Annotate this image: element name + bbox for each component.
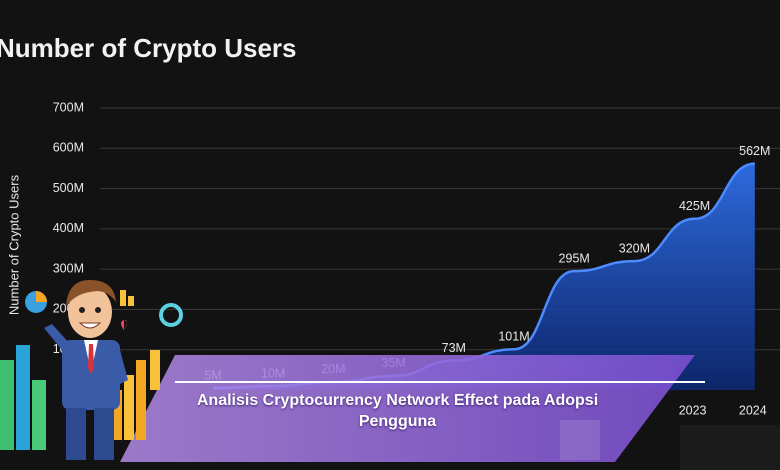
decor-bar (136, 360, 146, 440)
decor (680, 425, 780, 470)
chart-title: Number of Crypto Users (0, 33, 297, 63)
decor-bar (112, 390, 122, 440)
arm (110, 350, 128, 384)
y-tick-label: 300M (53, 261, 84, 275)
x-tick-label: 2023 (679, 403, 707, 417)
y-tick-label: 400M (53, 221, 84, 235)
tie (88, 344, 94, 374)
decor (560, 420, 600, 460)
data-label: 562M (739, 144, 770, 158)
hair (66, 280, 116, 306)
y-axis-label: Number of Crypto Users (6, 174, 21, 315)
data-label: 73M (442, 341, 466, 355)
banner (120, 355, 780, 470)
y-tick-label: 600M (53, 141, 84, 155)
character (0, 280, 183, 460)
y-tick-label: 700M (53, 100, 84, 114)
data-label: 295M (559, 251, 590, 265)
decor-bar (16, 345, 30, 450)
data-label: 101M (498, 330, 529, 344)
decor-heart (121, 320, 127, 330)
data-label: 425M (679, 199, 710, 213)
arm (44, 324, 70, 350)
decor-bar (32, 380, 46, 450)
mouth (78, 322, 102, 329)
decor-bar (124, 375, 134, 440)
y-tick-label: 500M (53, 181, 84, 195)
decor-bar (150, 350, 160, 390)
banner-title: Analisis Cryptocurrency Network Effect p… (196, 392, 599, 430)
eye (79, 307, 85, 313)
area (213, 163, 755, 390)
suit (62, 340, 120, 410)
leg (94, 408, 114, 460)
plot: 100M200M300M400M500M600M700M5M10M20M35M7… (53, 100, 780, 390)
x-tick-label: 2024 (739, 403, 767, 417)
eye (95, 307, 101, 313)
leg (66, 408, 86, 460)
decor-pie (36, 291, 47, 302)
decor (120, 290, 126, 306)
data-label: 320M (619, 241, 650, 255)
decor (128, 296, 134, 306)
decor-bar (0, 360, 14, 450)
decor-ring (159, 303, 183, 327)
head (68, 286, 112, 338)
